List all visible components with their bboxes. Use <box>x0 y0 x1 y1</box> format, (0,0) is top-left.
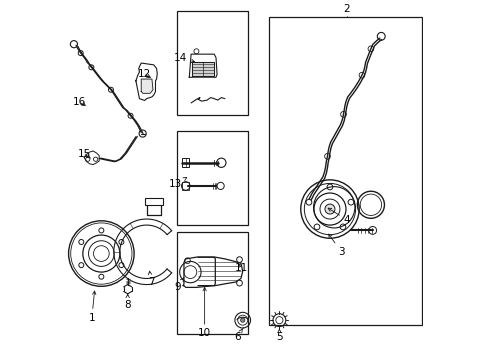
Text: 2: 2 <box>343 4 349 14</box>
Bar <box>177 232 247 334</box>
Polygon shape <box>192 62 213 76</box>
Text: 10: 10 <box>198 288 211 338</box>
Polygon shape <box>84 151 99 165</box>
Text: 4: 4 <box>327 208 349 225</box>
Circle shape <box>236 280 242 286</box>
Polygon shape <box>183 257 215 287</box>
Circle shape <box>305 199 311 205</box>
Text: 5: 5 <box>276 329 282 342</box>
Polygon shape <box>198 257 242 285</box>
Bar <box>269 17 421 325</box>
Polygon shape <box>114 219 171 284</box>
Bar <box>177 131 247 225</box>
Text: 11: 11 <box>234 263 247 273</box>
Bar <box>177 12 247 115</box>
Polygon shape <box>189 54 217 77</box>
Circle shape <box>240 318 244 322</box>
Text: 8: 8 <box>124 294 131 310</box>
Bar <box>182 182 189 190</box>
Circle shape <box>325 204 334 214</box>
Text: 14: 14 <box>174 53 194 63</box>
Text: 15: 15 <box>77 149 90 159</box>
Text: 6: 6 <box>234 329 242 342</box>
Text: 7: 7 <box>147 271 154 287</box>
Bar <box>182 158 189 167</box>
Circle shape <box>93 246 109 261</box>
Polygon shape <box>136 63 157 100</box>
Bar <box>144 198 163 205</box>
Text: 16: 16 <box>73 97 86 107</box>
Text: 12: 12 <box>138 69 151 80</box>
Text: 13: 13 <box>168 177 186 189</box>
Circle shape <box>326 184 332 190</box>
Circle shape <box>339 224 345 230</box>
Text: 1: 1 <box>88 291 96 323</box>
Text: 9: 9 <box>174 278 183 292</box>
Polygon shape <box>141 79 153 93</box>
Text: 3: 3 <box>328 234 344 257</box>
Circle shape <box>347 199 353 205</box>
Circle shape <box>313 224 319 230</box>
Circle shape <box>236 257 242 262</box>
